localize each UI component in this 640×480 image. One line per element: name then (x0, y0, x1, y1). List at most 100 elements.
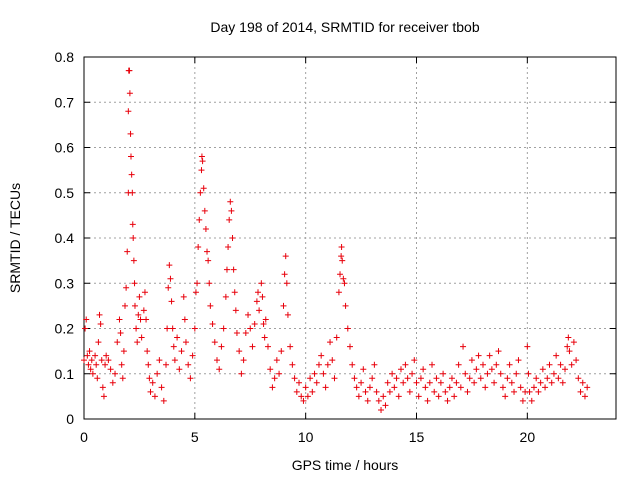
data-point (331, 375, 338, 382)
data-point (475, 352, 482, 359)
data-point (499, 384, 506, 391)
data-point (82, 325, 89, 332)
data-point (204, 248, 211, 255)
data-point (127, 130, 134, 137)
data-point (309, 388, 316, 395)
data-point (338, 253, 345, 260)
data-point (435, 393, 442, 400)
data-point (99, 384, 106, 391)
data-point (185, 361, 192, 368)
data-point (211, 339, 218, 346)
data-point (493, 361, 500, 368)
data-point (517, 384, 524, 391)
data-point (134, 339, 141, 346)
data-point (380, 393, 387, 400)
data-point (404, 375, 411, 382)
data-point (455, 361, 462, 368)
data-point (327, 339, 334, 346)
data-point (229, 235, 236, 241)
data-point (544, 375, 551, 382)
data-point (460, 343, 467, 350)
data-point (84, 352, 91, 359)
data-point (422, 384, 429, 391)
data-point (349, 361, 356, 368)
data-point (94, 375, 101, 382)
data-point (533, 375, 540, 382)
data-point (491, 379, 498, 386)
data-point (117, 330, 124, 337)
data-point (442, 388, 449, 395)
data-point (340, 275, 347, 282)
data-point (424, 397, 431, 404)
data-point (145, 361, 152, 368)
data-point (166, 262, 173, 269)
data-point (565, 334, 572, 341)
data-point (313, 379, 320, 386)
data-point (298, 393, 305, 400)
y-tick-label: 0.5 (55, 185, 75, 201)
data-point (109, 379, 116, 386)
data-point (256, 307, 263, 314)
data-point (163, 361, 170, 368)
data-point (141, 289, 148, 296)
data-point (135, 311, 142, 318)
data-point (353, 384, 360, 391)
data-point (281, 271, 288, 278)
data-point (143, 316, 150, 323)
axis-ticks: 0 0.1 0.2 0.3 0.4 0.5 0.6 0.7 0.8 0 5 10 15 20 (55, 49, 616, 445)
data-point (482, 384, 489, 391)
data-point (291, 375, 298, 382)
data-point (255, 289, 262, 296)
data-point (247, 325, 254, 332)
data-point (433, 375, 440, 382)
data-point (181, 316, 188, 323)
data-point (440, 370, 447, 377)
data-point (147, 388, 154, 395)
data-point (197, 189, 204, 196)
data-point (83, 316, 90, 323)
data-point (451, 393, 458, 400)
data-point (278, 348, 285, 355)
data-point (431, 388, 438, 395)
x-tick-label: 20 (520, 429, 536, 445)
data-point (480, 361, 486, 368)
data-point (119, 375, 126, 382)
data-point (302, 384, 309, 391)
y-tick-label: 0.6 (55, 140, 75, 156)
x-tick-label: 5 (191, 429, 199, 445)
data-point (194, 280, 201, 287)
data-point (296, 379, 303, 386)
data-point (251, 320, 258, 327)
x-tick-label: 15 (409, 429, 425, 445)
data-point (227, 198, 234, 205)
data-point (131, 302, 138, 309)
data-point (320, 370, 327, 377)
data-point (198, 167, 205, 174)
data-point (195, 244, 202, 251)
data-point (220, 325, 227, 332)
data-point (114, 339, 121, 346)
data-point (273, 357, 280, 364)
data-point (240, 357, 247, 364)
data-point (389, 370, 396, 377)
data-point (126, 90, 133, 97)
data-point (293, 388, 300, 395)
data-point (226, 216, 233, 223)
data-point (199, 158, 206, 165)
data-point (218, 343, 225, 350)
data-point (131, 280, 138, 287)
data-point (402, 361, 409, 368)
data-point (260, 320, 267, 327)
data-point (397, 366, 404, 373)
data-point (513, 370, 520, 377)
data-point (362, 388, 369, 395)
data-point (231, 289, 238, 296)
data-point (207, 302, 214, 309)
data-point (559, 379, 566, 386)
data-point (515, 357, 522, 364)
data-point (209, 320, 216, 327)
data-point (351, 375, 358, 382)
data-point (553, 352, 560, 359)
data-point (130, 235, 137, 241)
data-point (555, 375, 562, 382)
